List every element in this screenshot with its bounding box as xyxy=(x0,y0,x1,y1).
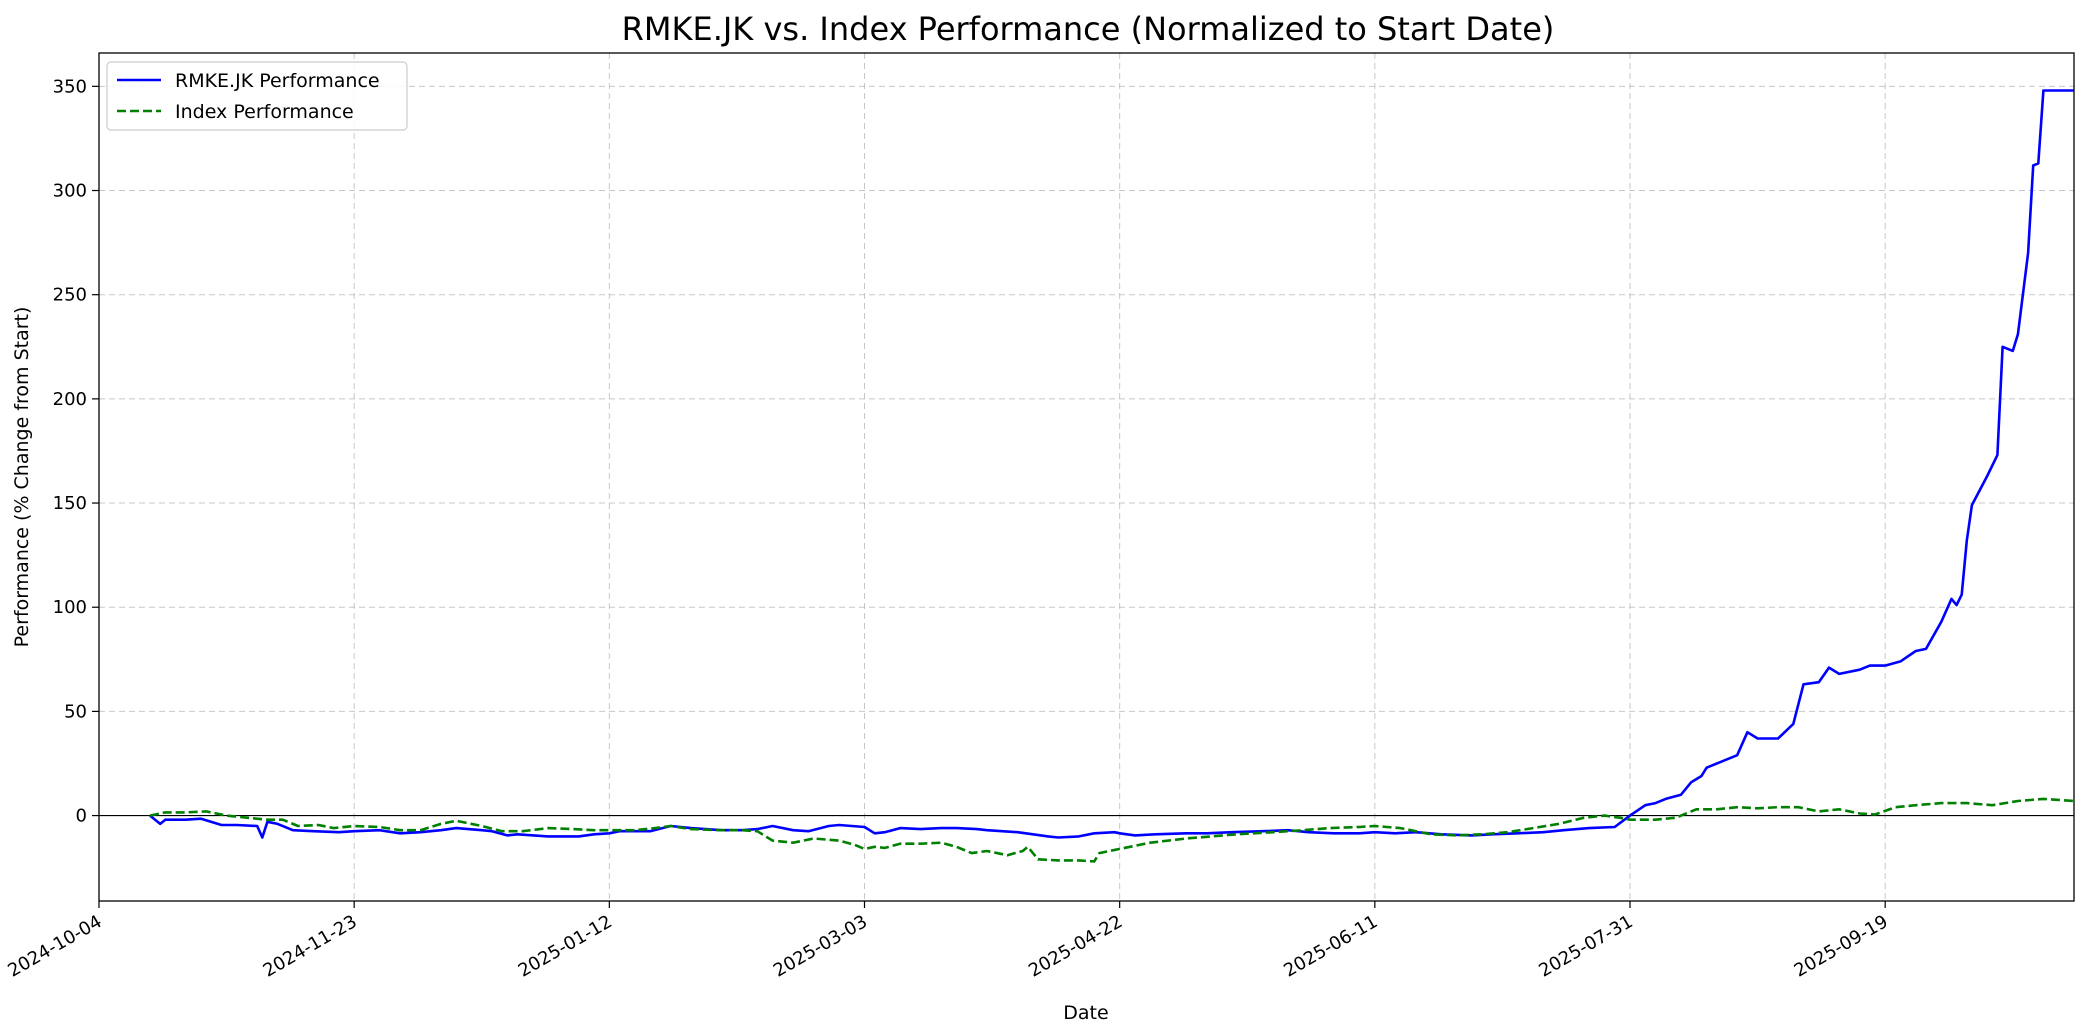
x-tick-label: 2025-03-03 xyxy=(770,911,871,981)
x-tick-label: 2024-11-23 xyxy=(260,911,361,981)
x-tick-label: 2025-06-11 xyxy=(1280,911,1381,981)
y-axis-ticks: 0 50 100 150 200 250 300 350 xyxy=(53,76,99,827)
chart-title: RMKE.JK vs. Index Performance (Normalize… xyxy=(622,10,1555,48)
x-tick-label: 2025-09-19 xyxy=(1791,911,1892,981)
y-axis-label: Performance (% Change from Start) xyxy=(11,307,33,648)
series-line-index xyxy=(149,797,2075,863)
legend-entry-index: Index Performance xyxy=(175,101,354,123)
legend-entry-rmke: RMKE.JK Performance xyxy=(175,70,380,92)
y-tick-label: 50 xyxy=(64,701,87,722)
series-line-rmke xyxy=(149,89,2074,839)
grid-lines xyxy=(98,53,2074,901)
y-tick-label: 0 xyxy=(76,806,87,827)
legend-box xyxy=(106,61,408,131)
y-tick-label: 100 xyxy=(53,597,87,618)
y-tick-label: 150 xyxy=(53,493,87,514)
legend: RMKE.JK Performance Index Performance xyxy=(106,61,408,131)
y-tick-label: 300 xyxy=(53,181,87,202)
x-axis-label: Date xyxy=(1063,1002,1108,1024)
x-axis-ticks: 2024-10-04 2024-11-23 2025-01-12 2025-03-03… xyxy=(4,901,1892,982)
plot-frame xyxy=(98,52,2075,902)
x-tick-label: 2025-01-12 xyxy=(515,911,616,981)
x-tick-label: 2024-10-04 xyxy=(4,911,105,981)
series-lines xyxy=(149,89,2075,863)
y-tick-label: 350 xyxy=(53,76,87,97)
x-tick-label: 2025-04-22 xyxy=(1025,911,1126,981)
y-tick-label: 250 xyxy=(53,285,87,306)
x-tick-label: 2025-07-31 xyxy=(1535,911,1636,981)
y-tick-label: 200 xyxy=(53,389,87,410)
